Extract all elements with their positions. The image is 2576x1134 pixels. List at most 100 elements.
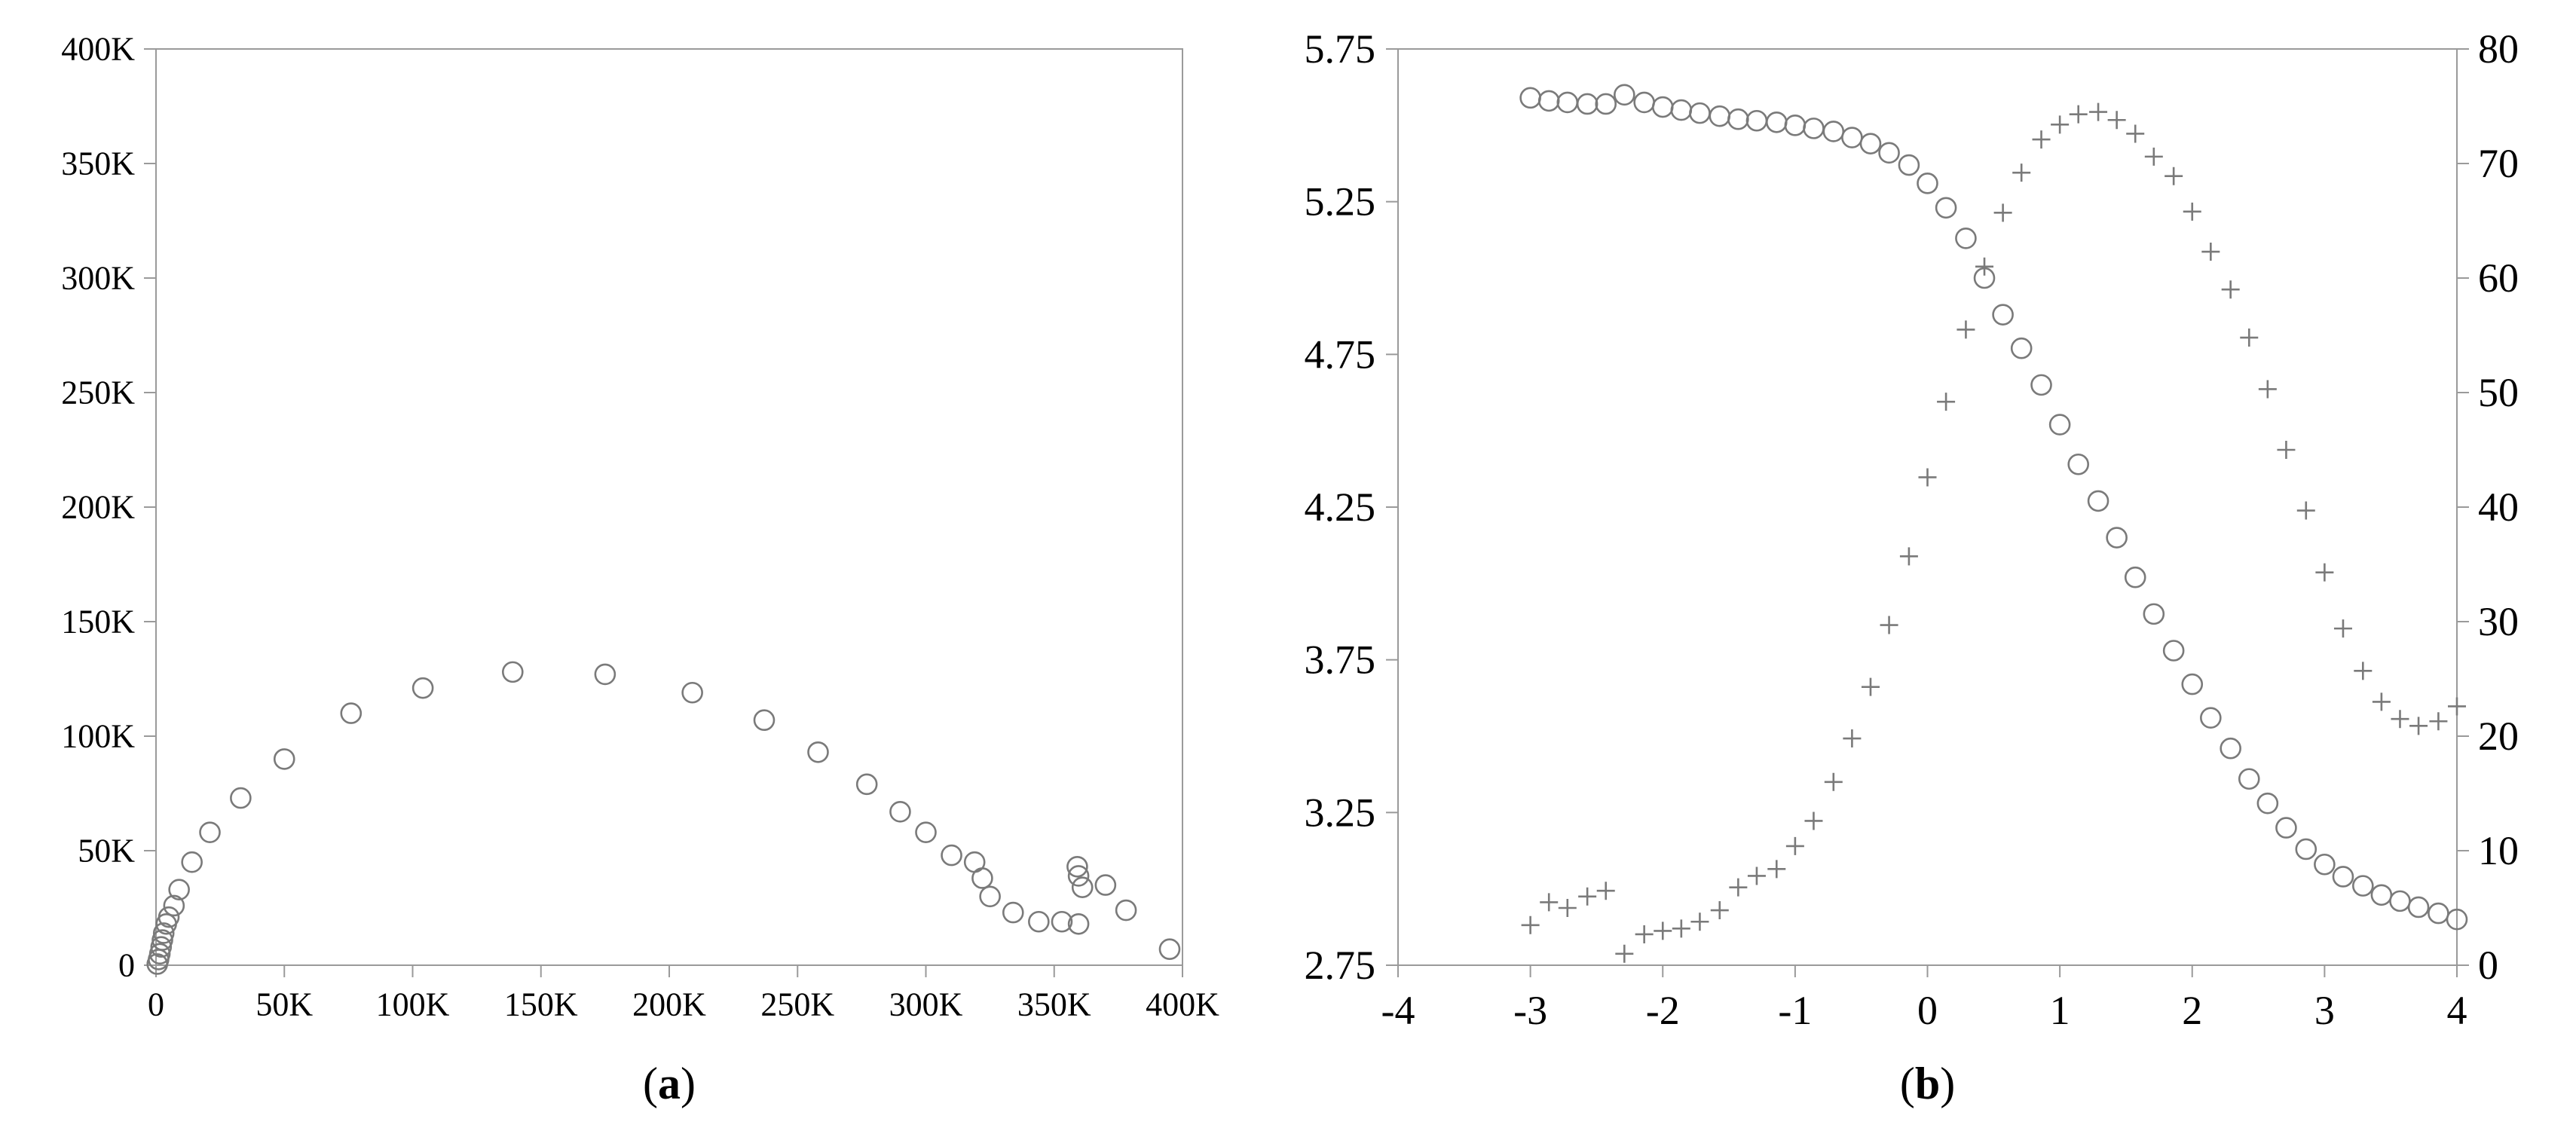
plus-point [2165, 167, 2183, 185]
data-point [1067, 865, 1090, 887]
circle-point [1784, 115, 1807, 136]
plus-point [1635, 925, 1654, 943]
circle-point [1878, 142, 1900, 164]
plus-point [1880, 616, 1898, 634]
plus-point [1578, 887, 1597, 906]
plus-point [1521, 915, 1540, 934]
y-tick-label: 150K [61, 604, 135, 640]
data-point [681, 681, 703, 704]
circle-point [2106, 527, 2128, 549]
circle-point [2389, 890, 2411, 912]
x-tick-label: -2 [1646, 988, 1680, 1033]
x-tick-label: 400K [1146, 986, 1219, 1023]
circle-point [1651, 96, 1674, 118]
plus-point [2429, 712, 2448, 731]
y-tick-label: 400K [61, 31, 135, 68]
plus-point [1596, 882, 1615, 900]
x-tick-label: 3 [2314, 988, 2335, 1033]
panel-a: 0 50K 100K 150K 200K 250K 300K 350K 400K 0 50K 100K… [61, 31, 1219, 1109]
x-tick-label: 50K [255, 986, 313, 1023]
x-tick-label: 0 [1917, 988, 1938, 1033]
plus-point [1918, 468, 1937, 487]
circle-point [2256, 792, 2279, 815]
plus-point [2448, 697, 2466, 716]
data-point [163, 894, 185, 917]
y-right-tick-label: 60 [2478, 255, 2519, 301]
circle-point [2220, 737, 2241, 760]
plus-point [2354, 662, 2373, 680]
plus-point [1993, 203, 2012, 222]
y-right-tick-label: 70 [2478, 141, 2519, 186]
data-point [1066, 855, 1088, 878]
x-tick-label: -3 [1513, 988, 1547, 1033]
circle-point [2446, 908, 2468, 931]
plus-point [2051, 115, 2070, 134]
data-point [941, 844, 962, 867]
data-point [1158, 938, 1181, 961]
data-point [889, 801, 911, 823]
plus-point [2333, 619, 2352, 638]
circle-point [1765, 111, 1788, 133]
y-right-tick-label: 10 [2478, 828, 2519, 873]
data-point [411, 677, 434, 699]
x-tick-label: 2 [2182, 988, 2202, 1033]
plus-point [2144, 147, 2163, 166]
circle-point [1898, 154, 1920, 176]
y-tick-label: 0 [118, 947, 135, 984]
plus-point [2409, 717, 2428, 735]
data-point [855, 773, 878, 796]
circle-point [1727, 108, 1749, 130]
plus-point [1956, 320, 1975, 339]
y-right-tick-label: 0 [2478, 943, 2498, 988]
x-tick-label: 4 [2447, 988, 2467, 1033]
data-point [1028, 910, 1050, 933]
plus-point [2258, 380, 2277, 399]
plus-point [1899, 547, 1918, 566]
circle-point [2010, 337, 2033, 359]
circle-point [2143, 603, 2165, 625]
y-left-tick-label: 3.75 [1305, 637, 1376, 683]
data-point [151, 929, 173, 951]
plus-point [1690, 912, 1709, 931]
data-point [1094, 874, 1117, 896]
circle-point [1745, 109, 1768, 132]
plus-point [2240, 329, 2259, 347]
y-left-tick-label: 5.75 [1305, 26, 1376, 72]
y-tick-label: 50K [78, 833, 135, 870]
x-tick-label: 0 [148, 986, 164, 1023]
x-tick-label: 250K [760, 986, 834, 1023]
plus-point [1767, 860, 1786, 879]
plus-point [1843, 729, 1862, 748]
plus-point [1824, 772, 1843, 791]
circle-point [1992, 304, 2014, 326]
data-point [148, 943, 171, 965]
plus-point [2296, 501, 2315, 520]
circle-point [2314, 853, 2336, 876]
data-point [594, 663, 616, 686]
data-point [979, 885, 1001, 908]
x-tick-label: 100K [376, 986, 450, 1023]
data-point [158, 906, 180, 928]
plus-point [1861, 677, 1880, 696]
plus-point [2012, 164, 2031, 182]
data-point [501, 661, 524, 683]
y-right-tick-label: 80 [2478, 26, 2519, 72]
circle-point [1595, 93, 1617, 115]
plus-point [2089, 102, 2108, 121]
x-tick-label: 150K [504, 986, 578, 1023]
plus-point [2277, 441, 2296, 459]
circle-point [2181, 673, 2204, 695]
circle-point [1519, 87, 1541, 109]
circle-point [2030, 374, 2052, 396]
plus-point [2372, 692, 2391, 711]
plus-point [2391, 710, 2409, 729]
plus-point [2315, 563, 2334, 582]
data-point [181, 851, 203, 873]
y-tick-label: 250K [61, 374, 135, 411]
y-right-tick-label: 50 [2478, 370, 2519, 415]
data-point [1071, 876, 1094, 898]
circle-point [2124, 566, 2146, 588]
y-tick-label: 350K [61, 145, 135, 182]
y-right-tick-label: 30 [2478, 599, 2519, 644]
